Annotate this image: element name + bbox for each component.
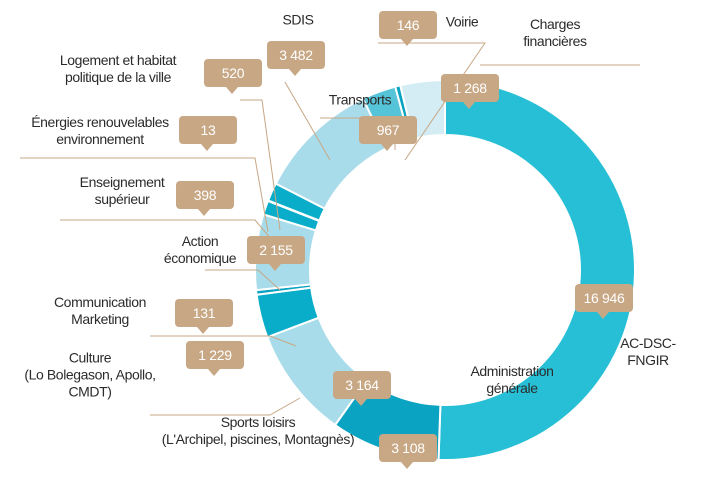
leader-line <box>150 397 301 416</box>
value-bubble: 16 946 <box>575 284 633 319</box>
leader-line <box>150 335 297 347</box>
leader-line <box>284 81 331 161</box>
category-label: Voirie <box>445 13 479 30</box>
category-label: Enseignement supérieur <box>79 174 165 207</box>
value-bubble: 967 <box>359 116 417 151</box>
value-bubble: 13 <box>179 116 237 151</box>
value-bubble: 1 229 <box>186 341 244 376</box>
value-bubble: 3 164 <box>333 371 391 406</box>
value-bubble: 131 <box>175 299 233 334</box>
value-bubble: 1 268 <box>441 74 499 109</box>
category-label: Charges financières <box>523 16 587 49</box>
category-label: Sports loisirs (L'Archipel, piscines, Mo… <box>161 414 355 447</box>
value-bubble: 520 <box>204 59 262 94</box>
category-label: Transports <box>328 91 392 108</box>
category-label: Administration générale <box>470 363 554 396</box>
value-bubble: 146 <box>379 11 437 46</box>
category-label: Action économique <box>163 233 237 266</box>
category-label: AC-DSC-FNGIR <box>620 335 676 368</box>
category-label: Communication Marketing <box>53 294 147 327</box>
category-label: Énergies renouvelables environnement <box>31 114 169 147</box>
category-label: SDIS <box>282 11 314 28</box>
value-bubble: 2 155 <box>247 236 305 271</box>
value-bubble: 3 108 <box>379 434 437 469</box>
category-label: Culture (Lo Bolegason, Apollo, CMDT) <box>24 349 156 400</box>
leader-line <box>240 99 281 231</box>
value-bubble: 3 482 <box>267 41 325 76</box>
category-label: Logement et habitat politique de la vill… <box>59 52 177 85</box>
leader-line <box>378 42 486 161</box>
leader-line <box>20 157 269 233</box>
value-bubble: 398 <box>176 181 234 216</box>
leader-line <box>60 219 273 241</box>
leader-line <box>205 269 281 291</box>
donut-segment <box>437 78 636 461</box>
